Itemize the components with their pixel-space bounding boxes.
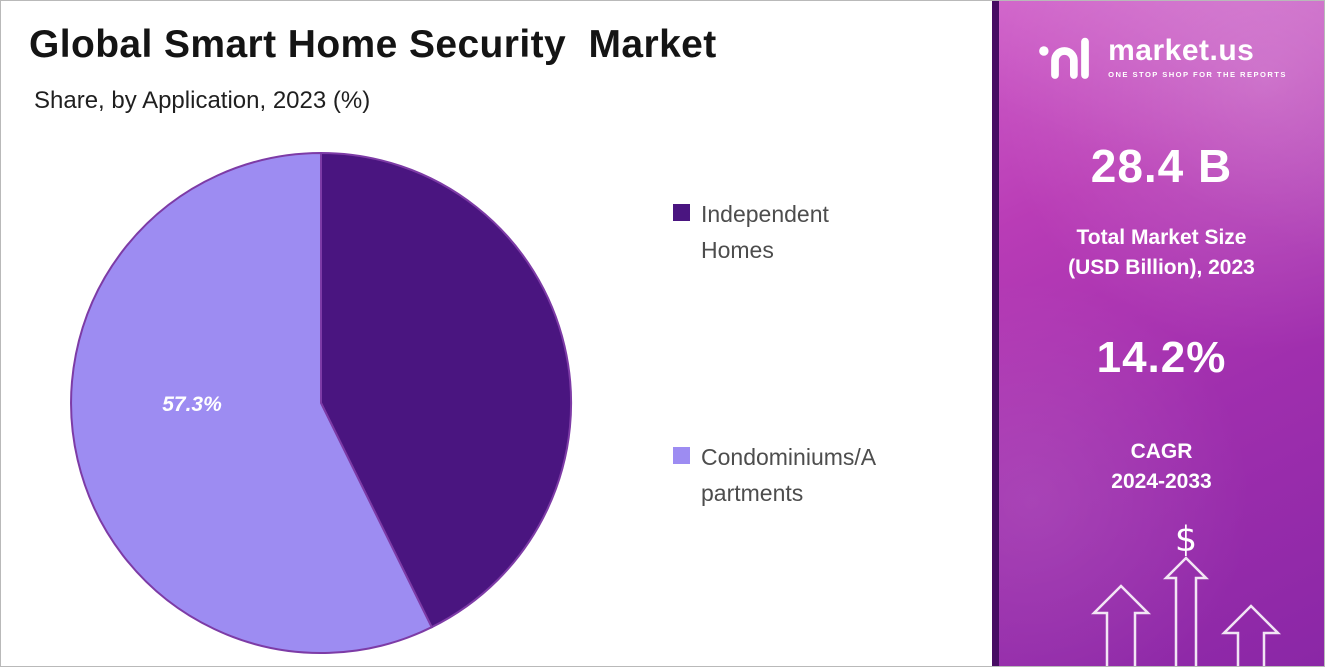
legend-swatch [673,447,690,465]
logo: market.us ONE STOP SHOP FOR THE REPORTS [999,33,1324,81]
cagr-value: 14.2% [1096,333,1227,382]
pie-chart: 57.3% [70,151,573,654]
slice-percentage-label: 57.3% [162,393,222,416]
up-arrow-icon [1162,556,1210,666]
legend-label: Condominiums/A partments [701,444,877,506]
logo-name: market.us [1108,33,1255,67]
legend: Independent Homes Condominiums/A partment… [673,197,928,512]
market-size-label: Total Market Size (USD Billion), 2023 [1068,226,1255,279]
pie-slice[interactable] [70,151,434,654]
marketus-logo-icon [1039,37,1089,79]
pie-slice[interactable] [320,151,573,629]
sidebar: market.us ONE STOP SHOP FOR THE REPORTS … [992,1,1324,666]
up-arrow-icon [1220,604,1282,666]
cagr-label: CAGR 2024-2033 [1111,440,1212,493]
legend-label: Independent Homes [701,201,829,263]
chart-subtitle: Share, by Application, 2023 (%) [34,87,371,114]
logo-text-block: market.us ONE STOP SHOP FOR THE REPORTS [1108,35,1287,80]
market-size-value: 28.4 B [1090,140,1233,192]
chart-title: Global Smart Home Security Market [29,23,717,66]
up-arrow-icon [1090,584,1152,666]
legend-item[interactable]: Independent Homes [673,197,928,268]
legend-item[interactable]: Condominiums/A partments [673,440,928,511]
dollar-sign: $ [1174,520,1198,560]
legend-swatch [673,204,690,221]
logo-tagline: ONE STOP SHOP FOR THE REPORTS [1108,70,1287,80]
